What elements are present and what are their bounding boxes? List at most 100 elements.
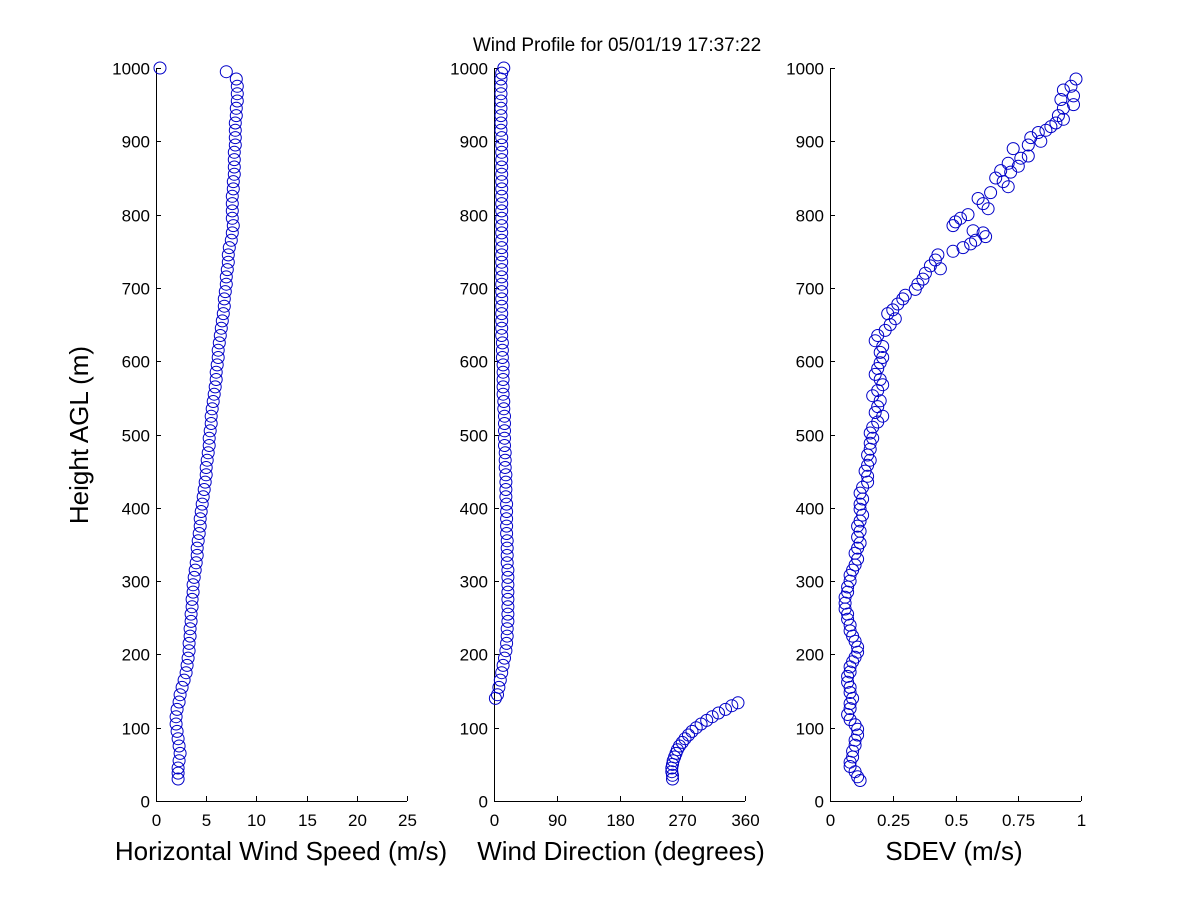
wind-direction-data-point <box>495 226 509 240</box>
sdev-y-tick-label: 300 <box>796 573 824 592</box>
wind-speed-data-point <box>227 145 241 159</box>
wind-direction-data-point <box>498 424 511 438</box>
wind-direction-data-point <box>495 167 509 181</box>
wind-direction-y-tick-label: 100 <box>460 720 488 739</box>
wind-speed-data-point <box>171 732 185 746</box>
wind-direction-data-point <box>666 768 679 782</box>
wind-direction-data-point <box>499 644 513 658</box>
wind-direction-data-point <box>500 629 514 643</box>
sdev-y-tick-label: 1000 <box>786 60 824 79</box>
wind-speed-data-point <box>204 417 218 430</box>
wind-direction-data-point <box>675 735 689 749</box>
sdev-x-tick-label: 0.25 <box>877 811 910 830</box>
wind-direction-data-point <box>495 131 509 145</box>
sdev-data-point <box>964 237 978 251</box>
wind-speed-data-point <box>169 710 183 724</box>
sdev-data-point <box>1011 159 1025 173</box>
wind-speed-x-tick-label: 15 <box>298 811 317 830</box>
wind-direction-data-point <box>495 197 509 211</box>
sdev-data-point <box>989 171 1003 185</box>
wind-direction-data-point <box>712 706 725 720</box>
sdev-x-tick-label: 0.75 <box>1002 811 1035 830</box>
sdev-data-point <box>898 288 912 302</box>
sdev-data-point <box>1021 138 1035 152</box>
wind-speed-data-point <box>202 431 216 445</box>
sdev-data-point <box>868 406 882 419</box>
wind-speed-data-point <box>184 614 198 628</box>
wind-direction-data-point <box>495 145 509 159</box>
sdev-data-point <box>843 713 857 727</box>
sdev-data-point <box>851 552 865 566</box>
sdev-data-point <box>1006 142 1020 156</box>
wind-direction-data-point <box>497 402 511 416</box>
wind-speed-data-point <box>213 329 227 342</box>
wind-speed-data-point <box>198 475 212 489</box>
wind-speed-data-point <box>190 548 204 562</box>
wind-speed-data-point <box>177 673 191 687</box>
wind-direction-data-point <box>495 241 509 255</box>
wind-speed-data-point <box>172 695 186 709</box>
sdev-data-point <box>851 640 865 654</box>
wind-direction-data-point <box>501 585 515 599</box>
wind-speed-data-point <box>211 343 225 357</box>
wind-direction-data-point <box>495 189 509 203</box>
sdev-x-axis-title: SDEV (m/s) <box>885 836 1022 866</box>
wind-direction-data-point <box>495 307 509 321</box>
wind-speed-data-point <box>172 739 186 753</box>
wind-speed-data-point <box>185 592 199 606</box>
wind-speed-data-point <box>229 109 243 123</box>
wind-speed-data-point <box>189 556 203 570</box>
wind-speed-data-point <box>169 717 183 731</box>
wind-direction-data-point <box>493 673 507 687</box>
wind-speed-data-point <box>194 505 208 518</box>
wind-speed-data-point <box>228 116 242 130</box>
wind-speed-data-point <box>220 263 234 277</box>
wind-speed-data-point <box>210 358 224 372</box>
wind-speed-y-tick-label: 900 <box>122 133 150 152</box>
sdev-data-point <box>863 442 877 456</box>
wind-speed-data-point <box>224 233 238 247</box>
sdev-data-point <box>873 356 887 370</box>
wind-direction-y-tick-label: 200 <box>460 646 488 665</box>
wind-speed-data-point <box>182 644 196 658</box>
wind-direction-data-point <box>494 79 508 93</box>
wind-speed-data-point <box>219 277 233 291</box>
wind-direction-data-point <box>495 182 509 196</box>
wind-speed-data-point <box>184 607 198 621</box>
sdev-data-point <box>1044 120 1058 134</box>
wind-speed-data-point <box>209 365 223 379</box>
wind-direction-data-point <box>495 211 509 225</box>
wind-direction-data-point <box>488 691 502 705</box>
sdev-data-point <box>1014 151 1028 165</box>
sdev-data-point <box>923 259 937 273</box>
wind-direction-data-point <box>666 772 679 786</box>
sdev-data-point <box>1056 112 1070 126</box>
wind-direction-data-point <box>725 699 739 713</box>
sdev-y-tick-label: 200 <box>796 646 824 665</box>
wind-direction-x-tick-label: 0 <box>490 811 499 830</box>
wind-speed-data-point <box>226 182 240 196</box>
wind-direction-data-point <box>501 563 515 577</box>
wind-direction-data-point <box>501 600 515 614</box>
wind-speed-data-point <box>216 307 230 321</box>
wind-direction-data-point <box>498 409 511 423</box>
wind-direction-data-point <box>495 292 509 306</box>
wind-direction-data-point <box>496 380 510 394</box>
wind-direction-data-point <box>501 592 515 606</box>
wind-speed-data-point <box>170 724 184 738</box>
sdev-data-point <box>1069 72 1083 86</box>
sdev-data-point <box>843 760 857 773</box>
wind-direction-data-point <box>497 395 511 408</box>
wind-speed-data-point <box>230 79 244 93</box>
wind-direction-data-point <box>499 483 513 496</box>
wind-speed-x-tick-label: 20 <box>348 811 367 830</box>
wind-direction-data-point <box>496 365 510 379</box>
sdev-y-tick-label: 500 <box>796 427 824 446</box>
wind-speed-data-point <box>192 527 206 540</box>
wind-speed-data-point <box>217 292 231 306</box>
sdev-panel: SDEV (m/s) 0 100 200 300 400 500 600 700 800 900 1… <box>786 60 1086 867</box>
wind-direction-data-point <box>495 321 509 335</box>
wind-speed-data-point <box>218 285 232 299</box>
wind-speed-data-point <box>187 570 201 584</box>
wind-direction-data-point <box>495 204 509 218</box>
